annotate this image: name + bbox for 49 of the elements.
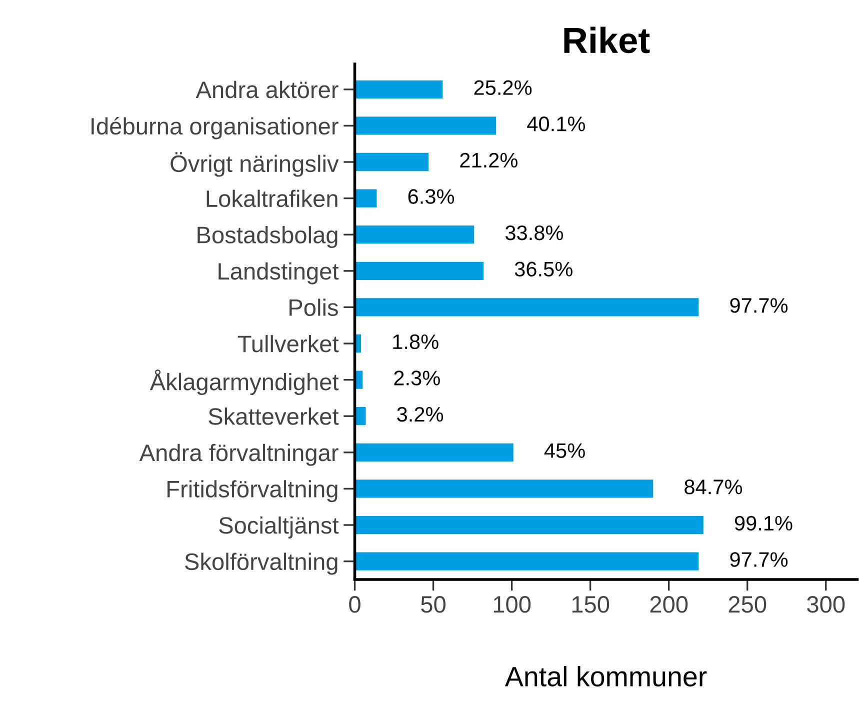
y-tick-label: Bostadsbolag [198,226,338,248]
annotation: 2.3% [394,370,440,386]
annotation: 40.1% [527,116,585,132]
bar [354,552,699,570]
x-tick-label: 300 [807,596,845,613]
y-tick-label: Polis [290,298,338,316]
annotation: 97.7% [730,552,788,567]
annotation: 21.2% [460,152,518,168]
bar [354,262,484,280]
bar [354,189,377,208]
bar [354,226,474,244]
y-tick-label: Andra aktörer [196,80,338,98]
x-axis-title: Antal kommuner [504,666,707,686]
annotation: 1.8% [393,334,438,350]
y-tick-label: Socialtjänst [219,516,339,538]
y-tick-label: Övrigt näringsliv [170,152,339,177]
x-tick-label: 0 [349,596,360,613]
y-tick-label: Skolförvaltning [185,552,338,575]
chart-title: Riket [564,26,650,54]
bar [354,152,429,172]
x-tick-label: 200 [650,596,688,613]
annotation: 99.1% [734,516,792,531]
y-tick-label: Andra förvaltningar [139,444,338,466]
y-tick-label: Landstinget [218,262,339,284]
bar [354,80,443,98]
annotation: 3.2% [397,406,444,422]
annotation: 84.7% [684,480,742,494]
x-tick-label: 50 [421,596,446,613]
y-tick-label: Skatteverket [208,408,339,425]
bar [354,516,704,534]
bar [354,480,654,498]
annotation: 6.3% [408,189,454,204]
bar [354,443,514,462]
y-tick-label: Åklagarmyndighet [150,369,339,396]
bar [354,116,496,135]
y-tick-label: Tullverket [238,334,339,352]
x-tick-label: 100 [494,596,531,613]
bar [354,407,366,426]
annotation: 97.7% [730,298,788,313]
annotation: 33.8% [505,225,563,240]
annotation: 25.2% [474,80,532,95]
bar [354,298,699,316]
x-tick-label: 150 [572,596,610,613]
x-tick-label: 250 [728,596,766,613]
y-tick-label: Fritidsförvaltning [168,480,338,502]
annotation: 45% [544,443,585,458]
y-tick-label: Lokaltrafiken [206,190,338,208]
y-tick-label: Idéburna organisationer [92,117,338,140]
annotation: 36.5% [514,262,572,276]
